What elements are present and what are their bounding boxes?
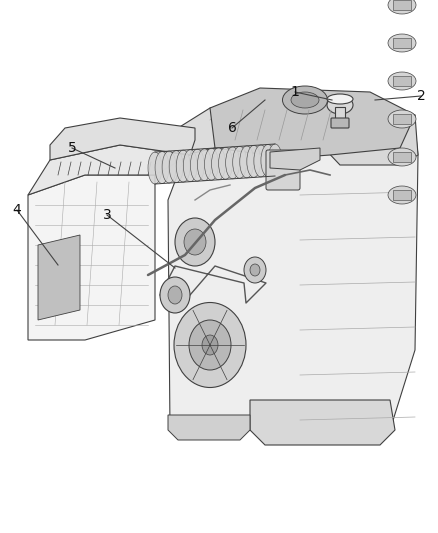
- Text: 3: 3: [102, 208, 111, 222]
- Ellipse shape: [148, 152, 162, 184]
- Ellipse shape: [226, 147, 240, 179]
- Polygon shape: [28, 175, 155, 340]
- Ellipse shape: [212, 148, 226, 180]
- Ellipse shape: [388, 72, 416, 90]
- Polygon shape: [178, 108, 325, 155]
- Ellipse shape: [155, 151, 169, 183]
- Ellipse shape: [184, 229, 206, 255]
- Ellipse shape: [240, 146, 254, 178]
- Ellipse shape: [162, 151, 176, 183]
- Ellipse shape: [247, 146, 261, 177]
- Ellipse shape: [327, 96, 353, 114]
- Polygon shape: [270, 148, 320, 170]
- Polygon shape: [168, 128, 418, 430]
- Ellipse shape: [250, 264, 260, 276]
- Ellipse shape: [388, 110, 416, 128]
- FancyBboxPatch shape: [331, 118, 349, 128]
- Ellipse shape: [175, 218, 215, 266]
- Bar: [393, 0, 411, 10]
- Ellipse shape: [198, 149, 212, 181]
- Ellipse shape: [327, 94, 353, 104]
- Text: 5: 5: [67, 141, 76, 155]
- Polygon shape: [28, 145, 190, 195]
- Bar: [393, 190, 411, 200]
- Ellipse shape: [174, 303, 246, 387]
- Text: 4: 4: [13, 203, 21, 217]
- Ellipse shape: [169, 151, 183, 183]
- Text: 2: 2: [417, 89, 425, 103]
- Ellipse shape: [254, 145, 268, 177]
- Bar: [393, 152, 411, 162]
- Ellipse shape: [189, 320, 231, 370]
- Ellipse shape: [205, 148, 219, 180]
- Text: 1: 1: [290, 85, 300, 99]
- Ellipse shape: [388, 34, 416, 52]
- Ellipse shape: [160, 277, 190, 313]
- Ellipse shape: [183, 150, 197, 182]
- Ellipse shape: [388, 186, 416, 204]
- Ellipse shape: [388, 0, 416, 14]
- Ellipse shape: [244, 257, 266, 283]
- Text: 6: 6: [228, 121, 237, 135]
- Polygon shape: [38, 235, 80, 320]
- Bar: [393, 38, 411, 48]
- FancyBboxPatch shape: [266, 150, 300, 190]
- Ellipse shape: [176, 150, 190, 182]
- Ellipse shape: [219, 147, 233, 179]
- Polygon shape: [168, 415, 250, 440]
- Ellipse shape: [261, 144, 275, 176]
- Bar: [393, 114, 411, 124]
- Ellipse shape: [191, 149, 205, 181]
- Ellipse shape: [291, 92, 319, 108]
- Ellipse shape: [168, 286, 182, 304]
- Polygon shape: [210, 88, 415, 158]
- Bar: [393, 76, 411, 86]
- Polygon shape: [250, 400, 395, 445]
- Bar: [335, 107, 345, 121]
- Polygon shape: [50, 118, 195, 160]
- Ellipse shape: [283, 86, 328, 114]
- Ellipse shape: [268, 144, 282, 176]
- Polygon shape: [305, 108, 418, 165]
- Ellipse shape: [233, 147, 247, 179]
- Ellipse shape: [202, 335, 218, 355]
- Ellipse shape: [388, 148, 416, 166]
